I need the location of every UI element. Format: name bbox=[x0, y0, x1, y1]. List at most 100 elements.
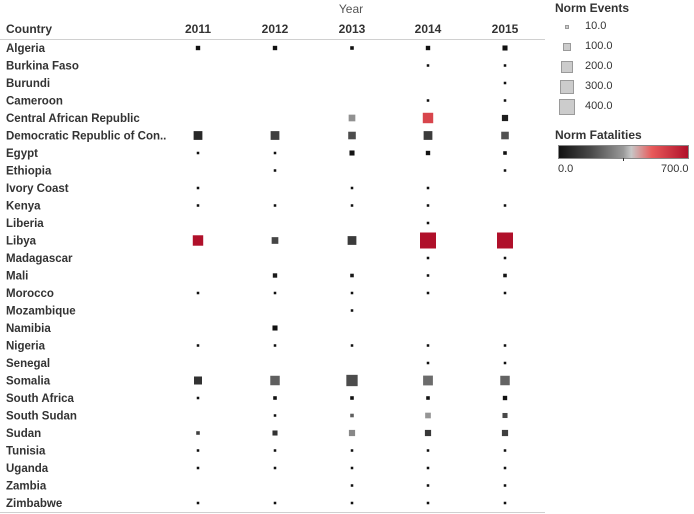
mark-kenya-2015[interactable] bbox=[503, 204, 507, 207]
country-label: Burkina Faso bbox=[6, 61, 79, 73]
mark-nigeria-2015[interactable] bbox=[503, 344, 507, 347]
mark-sudan-2015[interactable] bbox=[501, 429, 509, 437]
mark-sudan-2014[interactable] bbox=[424, 429, 432, 437]
mark-south-africa-2015[interactable] bbox=[502, 395, 508, 401]
mark-south-sudan-2012[interactable] bbox=[273, 414, 277, 417]
mark-democratic-republic-of-con-2014[interactable] bbox=[423, 131, 433, 140]
mark-algeria-2012[interactable] bbox=[272, 45, 278, 51]
mark-kenya-2012[interactable] bbox=[273, 204, 277, 207]
mark-nigeria-2012[interactable] bbox=[273, 344, 277, 347]
mark-mozambique-2013[interactable] bbox=[350, 309, 354, 312]
mark-mali-2013[interactable] bbox=[350, 273, 354, 278]
mark-nigeria-2013[interactable] bbox=[350, 344, 354, 347]
mark-democratic-republic-of-con-2013[interactable] bbox=[348, 131, 356, 140]
mark-ivory-coast-2013[interactable] bbox=[350, 186, 354, 190]
mark-zimbabwe-2014[interactable] bbox=[426, 501, 430, 505]
mark-libya-2012[interactable] bbox=[271, 237, 279, 244]
mark-burkina-faso-2015[interactable] bbox=[503, 64, 507, 67]
mark-zimbabwe-2013[interactable] bbox=[350, 501, 354, 505]
mark-cameroon-2015[interactable] bbox=[503, 99, 507, 102]
mark-morocco-2011[interactable] bbox=[196, 291, 200, 295]
mark-kenya-2014[interactable] bbox=[426, 204, 430, 207]
mark-ivory-coast-2014[interactable] bbox=[426, 186, 430, 190]
mark-south-africa-2012[interactable] bbox=[273, 396, 277, 400]
mark-morocco-2014[interactable] bbox=[426, 291, 430, 295]
mark-uganda-2013[interactable] bbox=[350, 466, 354, 470]
mark-mali-2012[interactable] bbox=[272, 273, 278, 278]
mark-somalia-2015[interactable] bbox=[500, 375, 510, 386]
mark-ivory-coast-2011[interactable] bbox=[196, 186, 200, 190]
mark-libya-2013[interactable] bbox=[347, 236, 357, 245]
mark-somalia-2012[interactable] bbox=[270, 375, 280, 386]
mark-south-sudan-2014[interactable] bbox=[425, 412, 431, 419]
mark-ethiopia-2015[interactable] bbox=[503, 169, 507, 172]
mark-kenya-2011[interactable] bbox=[196, 204, 200, 207]
mark-uganda-2015[interactable] bbox=[503, 466, 507, 470]
mark-madagascar-2014[interactable] bbox=[426, 256, 430, 260]
mark-egypt-2011[interactable] bbox=[196, 151, 200, 155]
mark-uganda-2014[interactable] bbox=[426, 466, 430, 470]
mark-tunisia-2013[interactable] bbox=[350, 449, 354, 452]
mark-sudan-2013[interactable] bbox=[348, 429, 356, 437]
mark-libya-2015[interactable] bbox=[497, 232, 513, 249]
country-label: Ivory Coast bbox=[6, 183, 69, 195]
mark-libya-2014[interactable] bbox=[420, 232, 436, 249]
mark-morocco-2013[interactable] bbox=[350, 291, 354, 295]
mark-south-sudan-2013[interactable] bbox=[350, 413, 354, 418]
mark-zimbabwe-2015[interactable] bbox=[503, 501, 507, 505]
mark-senegal-2015[interactable] bbox=[503, 361, 507, 365]
mark-tunisia-2015[interactable] bbox=[503, 449, 507, 452]
mark-zimbabwe-2011[interactable] bbox=[196, 501, 200, 505]
mark-egypt-2014[interactable] bbox=[425, 150, 431, 156]
mark-tunisia-2012[interactable] bbox=[273, 449, 277, 452]
mark-namibia-2012[interactable] bbox=[272, 325, 278, 331]
mark-zimbabwe-2012[interactable] bbox=[273, 501, 277, 505]
mark-algeria-2011[interactable] bbox=[195, 45, 201, 51]
mark-nigeria-2011[interactable] bbox=[196, 344, 200, 347]
mark-south-sudan-2015[interactable] bbox=[502, 412, 508, 419]
mark-senegal-2014[interactable] bbox=[426, 361, 430, 365]
mark-madagascar-2015[interactable] bbox=[503, 256, 507, 260]
mark-libya-2011[interactable] bbox=[192, 235, 204, 246]
mark-somalia-2013[interactable] bbox=[346, 374, 358, 387]
mark-ethiopia-2012[interactable] bbox=[273, 169, 277, 172]
size-legend-item: 200.0 bbox=[555, 57, 685, 77]
mark-democratic-republic-of-con-2011[interactable] bbox=[193, 131, 203, 140]
mark-morocco-2012[interactable] bbox=[273, 291, 277, 295]
mark-south-africa-2014[interactable] bbox=[426, 396, 430, 400]
mark-zambia-2014[interactable] bbox=[426, 484, 430, 487]
mark-liberia-2014[interactable] bbox=[426, 221, 430, 225]
mark-sudan-2012[interactable] bbox=[272, 430, 278, 436]
mark-sudan-2011[interactable] bbox=[196, 431, 200, 435]
mark-burkina-faso-2014[interactable] bbox=[426, 64, 430, 67]
mark-central-african-republic-2013[interactable] bbox=[348, 114, 356, 122]
mark-egypt-2013[interactable] bbox=[349, 150, 355, 156]
mark-zambia-2015[interactable] bbox=[503, 484, 507, 487]
mark-algeria-2014[interactable] bbox=[425, 45, 431, 51]
mark-uganda-2012[interactable] bbox=[273, 466, 277, 470]
mark-tunisia-2011[interactable] bbox=[196, 449, 200, 452]
mark-central-african-republic-2015[interactable] bbox=[501, 114, 509, 122]
mark-south-africa-2011[interactable] bbox=[196, 396, 200, 400]
mark-mali-2014[interactable] bbox=[426, 274, 430, 277]
mark-democratic-republic-of-con-2012[interactable] bbox=[270, 131, 280, 140]
mark-somalia-2011[interactable] bbox=[194, 376, 202, 385]
mark-cameroon-2014[interactable] bbox=[426, 99, 430, 102]
mark-uganda-2011[interactable] bbox=[196, 466, 200, 470]
mark-democratic-republic-of-con-2015[interactable] bbox=[501, 131, 509, 140]
mark-algeria-2015[interactable] bbox=[502, 45, 508, 51]
mark-zambia-2013[interactable] bbox=[350, 484, 354, 487]
mark-tunisia-2014[interactable] bbox=[426, 449, 430, 452]
mark-burundi-2015[interactable] bbox=[503, 81, 507, 85]
mark-central-african-republic-2014[interactable] bbox=[422, 112, 434, 124]
mark-nigeria-2014[interactable] bbox=[426, 344, 430, 347]
mark-somalia-2014[interactable] bbox=[423, 375, 433, 386]
mark-kenya-2013[interactable] bbox=[350, 204, 354, 207]
mark-egypt-2015[interactable] bbox=[503, 151, 507, 155]
mark-egypt-2012[interactable] bbox=[273, 151, 277, 155]
mark-algeria-2013[interactable] bbox=[350, 46, 354, 50]
mark-mali-2015[interactable] bbox=[503, 273, 507, 278]
mark-morocco-2015[interactable] bbox=[503, 291, 507, 295]
country-label: Libya bbox=[6, 236, 37, 248]
mark-south-africa-2013[interactable] bbox=[350, 396, 354, 400]
